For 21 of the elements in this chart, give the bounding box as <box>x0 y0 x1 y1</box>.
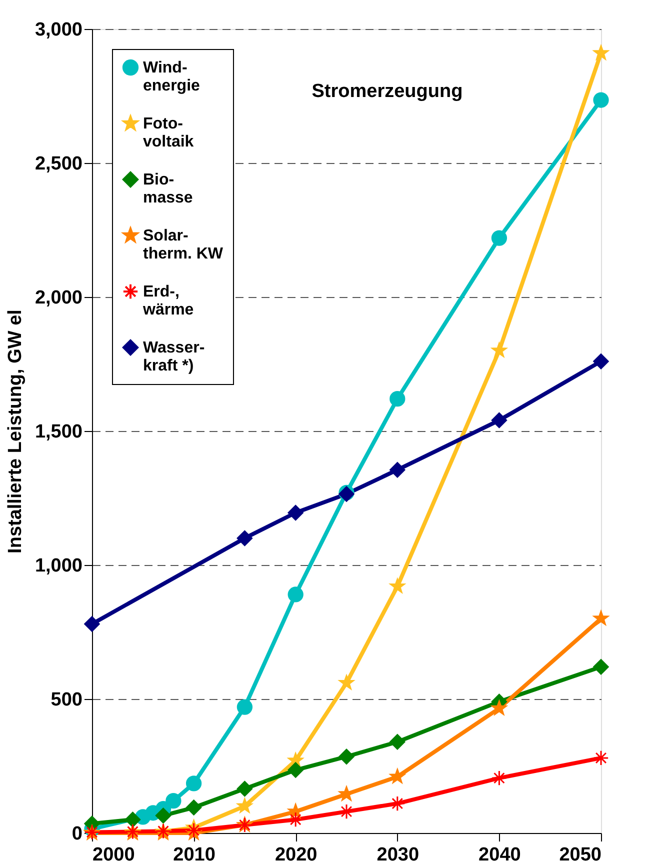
y-tick-label: 1,500 <box>34 422 82 442</box>
y-tick-label: 1,000 <box>34 556 82 576</box>
x-tick-label: 2000 <box>92 844 135 863</box>
y-tick-label: 500 <box>50 690 82 710</box>
y-axis-title: Installierte Leistung, GW el <box>4 310 26 554</box>
x-tick-label: 2030 <box>376 844 420 863</box>
y-tick-label: 2,000 <box>34 288 82 308</box>
y-tick-label: 2,500 <box>34 154 82 174</box>
x-tick-label: 2050 <box>559 844 602 863</box>
x-tick-label: 2020 <box>274 844 318 863</box>
legend-label: Erd-, wärme <box>142 284 194 318</box>
legend-label: Solar- therm. KW <box>143 228 224 262</box>
legend-label: Bio- masse <box>143 172 193 206</box>
x-tick-label: 2010 <box>173 844 216 863</box>
y-tick-label: 0 <box>72 824 82 844</box>
y-tick-label: 3,000 <box>34 20 82 40</box>
legend-label: Wind- energie <box>143 60 200 94</box>
legend-label: Foto- voltaik <box>143 116 194 150</box>
text: Stromerzeugung <box>312 81 463 102</box>
x-tick-label: 2040 <box>478 844 521 863</box>
legend-label: Wasser- kraft *) <box>143 340 205 374</box>
